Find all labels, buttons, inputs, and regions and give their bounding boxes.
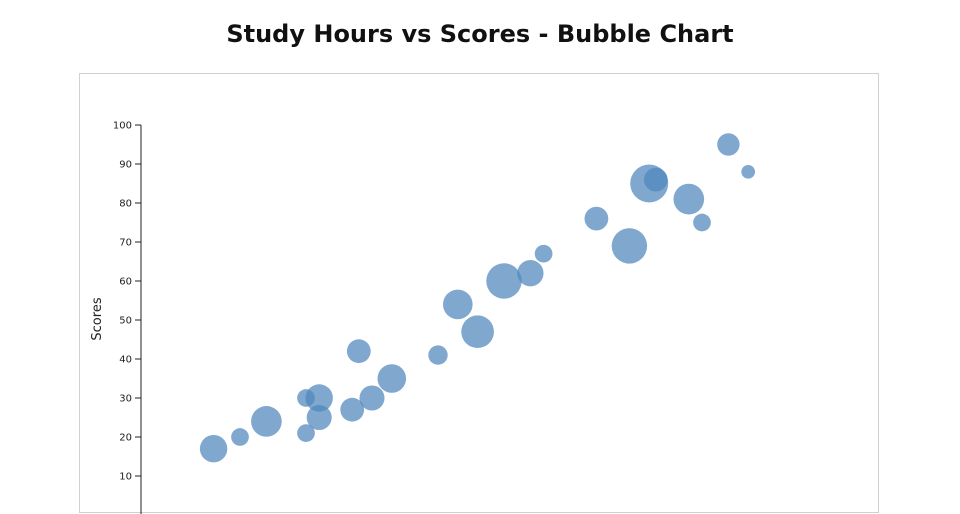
bubble (584, 206, 609, 231)
y-tick-label: 50 (119, 316, 132, 327)
bubble (442, 289, 473, 320)
chart-frame: 10 20 30 40 50 60 70 80 90 100 Scores (79, 73, 879, 514)
bubble (673, 183, 705, 215)
chart-title: Study Hours vs Scores - Bubble Chart (226, 20, 734, 48)
bubble (517, 260, 544, 287)
bubble (717, 133, 740, 156)
bubble (428, 345, 448, 365)
bubble (359, 385, 385, 411)
y-tick-label: 30 (119, 394, 132, 405)
bubble (741, 164, 756, 179)
bubble (305, 384, 333, 412)
bubble (611, 228, 648, 264)
bubble-chart: 10 20 30 40 50 60 70 80 90 100 Scores (90, 121, 756, 514)
bubble (297, 424, 315, 442)
bubble (231, 428, 249, 446)
bubble (486, 263, 522, 299)
bubble (377, 364, 407, 393)
bubble (461, 315, 494, 349)
y-tick-label: 70 (119, 238, 132, 249)
y-tick-label: 40 (119, 355, 132, 366)
bubble (306, 404, 332, 431)
bubble (643, 167, 668, 192)
y-axis-title: Scores (90, 297, 105, 340)
bubble (693, 213, 711, 232)
y-tick-label: 100 (113, 121, 132, 132)
y-tick-label: 80 (119, 199, 132, 210)
y-tick-label: 20 (119, 433, 132, 444)
bubble (346, 339, 371, 364)
bubble (340, 397, 365, 422)
y-tick-label: 60 (119, 277, 132, 288)
bubble (199, 434, 228, 463)
bubble (534, 244, 553, 263)
bubble (251, 406, 282, 437)
y-tick-label: 10 (119, 472, 132, 483)
y-tick-label: 90 (119, 160, 132, 171)
